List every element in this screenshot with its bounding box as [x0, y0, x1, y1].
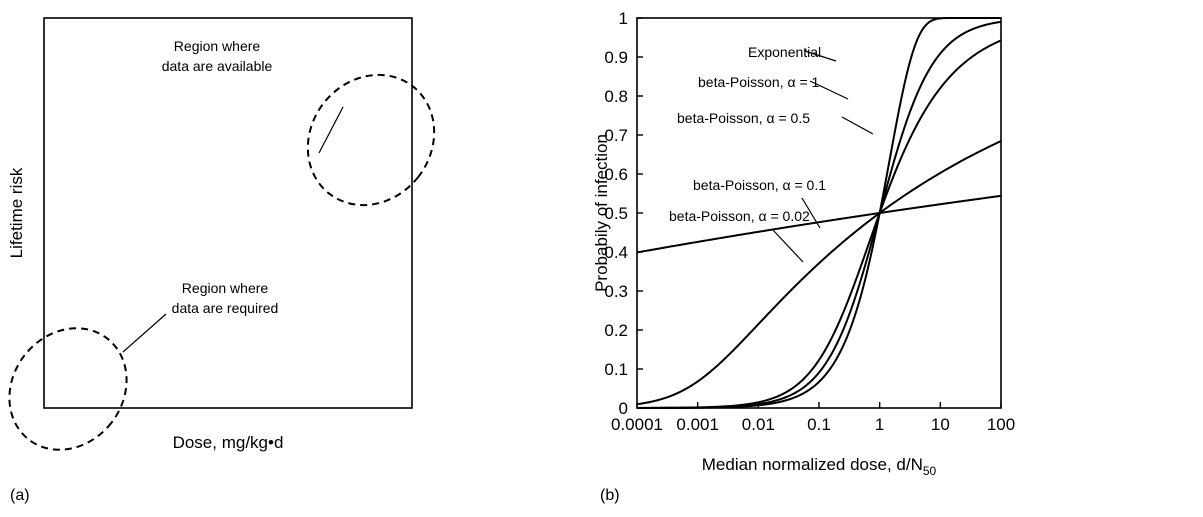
- required-leader-line: [122, 313, 167, 353]
- panel-b-tick-labels: 0 0.1 0.2 0.3 0.4 0.5 0.6 0.7 0.8 0.9 1 0.0001 0.001…: [604, 9, 1015, 434]
- x-tick-label: 0.0001: [611, 415, 663, 434]
- panel-b-x-axis-label-main: Median normalized dose, d/N: [702, 455, 923, 474]
- series-label: Exponential: [748, 44, 821, 60]
- panel-a: Region where data are available Region w…: [7, 17, 436, 504]
- series-label: beta-Poisson, α = 0.02: [669, 208, 810, 224]
- y-tick-label: 0: [619, 399, 628, 418]
- panel-b-curves: [636, 17, 1002, 409]
- y-tick-label: 0.2: [604, 321, 628, 340]
- panel-b-y-axis-label: Probabily of infection: [592, 134, 611, 292]
- x-tick-label: 10: [931, 415, 950, 434]
- panel-a-frame: [43, 17, 413, 409]
- y-tick-label: 0.7: [604, 126, 628, 145]
- panel-b-label: (b): [600, 487, 620, 504]
- required-region-ellipse: [8, 327, 128, 451]
- series-leader-line: [771, 228, 804, 263]
- y-tick-label: 0.3: [604, 282, 628, 301]
- series-label: beta-Poisson, α = 0.1: [693, 177, 826, 193]
- available-region-ellipse: [306, 73, 436, 207]
- series-curve-beta-poisson-0-02: [636, 194, 1002, 254]
- x-tick-label: 100: [987, 415, 1015, 434]
- series-curve-beta-poisson-0-1: [636, 140, 1002, 406]
- available-annotation-line1: Region where: [174, 38, 261, 54]
- series-leader-line: [804, 50, 837, 62]
- panel-b: 0 0.1 0.2 0.3 0.4 0.5 0.6 0.7 0.8 0.9 1 0.0001 0.001…: [592, 9, 1015, 504]
- y-tick-label: 0.1: [604, 360, 628, 379]
- x-tick-label: 1: [875, 415, 884, 434]
- y-tick-label: 0.4: [604, 243, 628, 262]
- panel-b-series-labels: Exponential beta-Poisson, α = 1 beta-Poiss…: [669, 44, 826, 224]
- x-tick-label: 0.01: [742, 415, 775, 434]
- required-annotation-line2: data are required: [172, 300, 279, 316]
- series-label: beta-Poisson, α = 0.5: [677, 110, 810, 126]
- available-annotation-line2: data are available: [162, 58, 273, 74]
- y-tick-label: 0.9: [604, 48, 628, 67]
- panel-b-x-axis-label-subscript: 50: [923, 464, 937, 478]
- panel-b-leader-lines: [771, 50, 874, 263]
- y-tick-label: 1: [619, 9, 628, 28]
- panel-a-label: (a): [10, 487, 30, 504]
- available-leader-line: [318, 106, 344, 154]
- series-curve-beta-poisson-0-5: [637, 39, 1002, 409]
- y-tick-label: 0.8: [604, 87, 628, 106]
- series-leader-line: [841, 116, 874, 135]
- panel-a-y-axis-label: Lifetime risk: [7, 167, 26, 258]
- required-annotation-line1: Region where: [182, 280, 269, 296]
- x-tick-label: 0.1: [807, 415, 831, 434]
- panel-a-x-axis-label: Dose, mg/kg•d: [173, 433, 284, 452]
- y-tick-label: 0.6: [604, 165, 628, 184]
- x-tick-label: 0.001: [676, 415, 719, 434]
- series-label: beta-Poisson, α = 1: [698, 74, 820, 90]
- y-tick-label: 0.5: [604, 204, 628, 223]
- panel-b-x-axis-label: Median normalized dose, d/N50: [702, 455, 937, 478]
- series-leader-line: [801, 197, 821, 229]
- series-leader-line: [809, 80, 849, 100]
